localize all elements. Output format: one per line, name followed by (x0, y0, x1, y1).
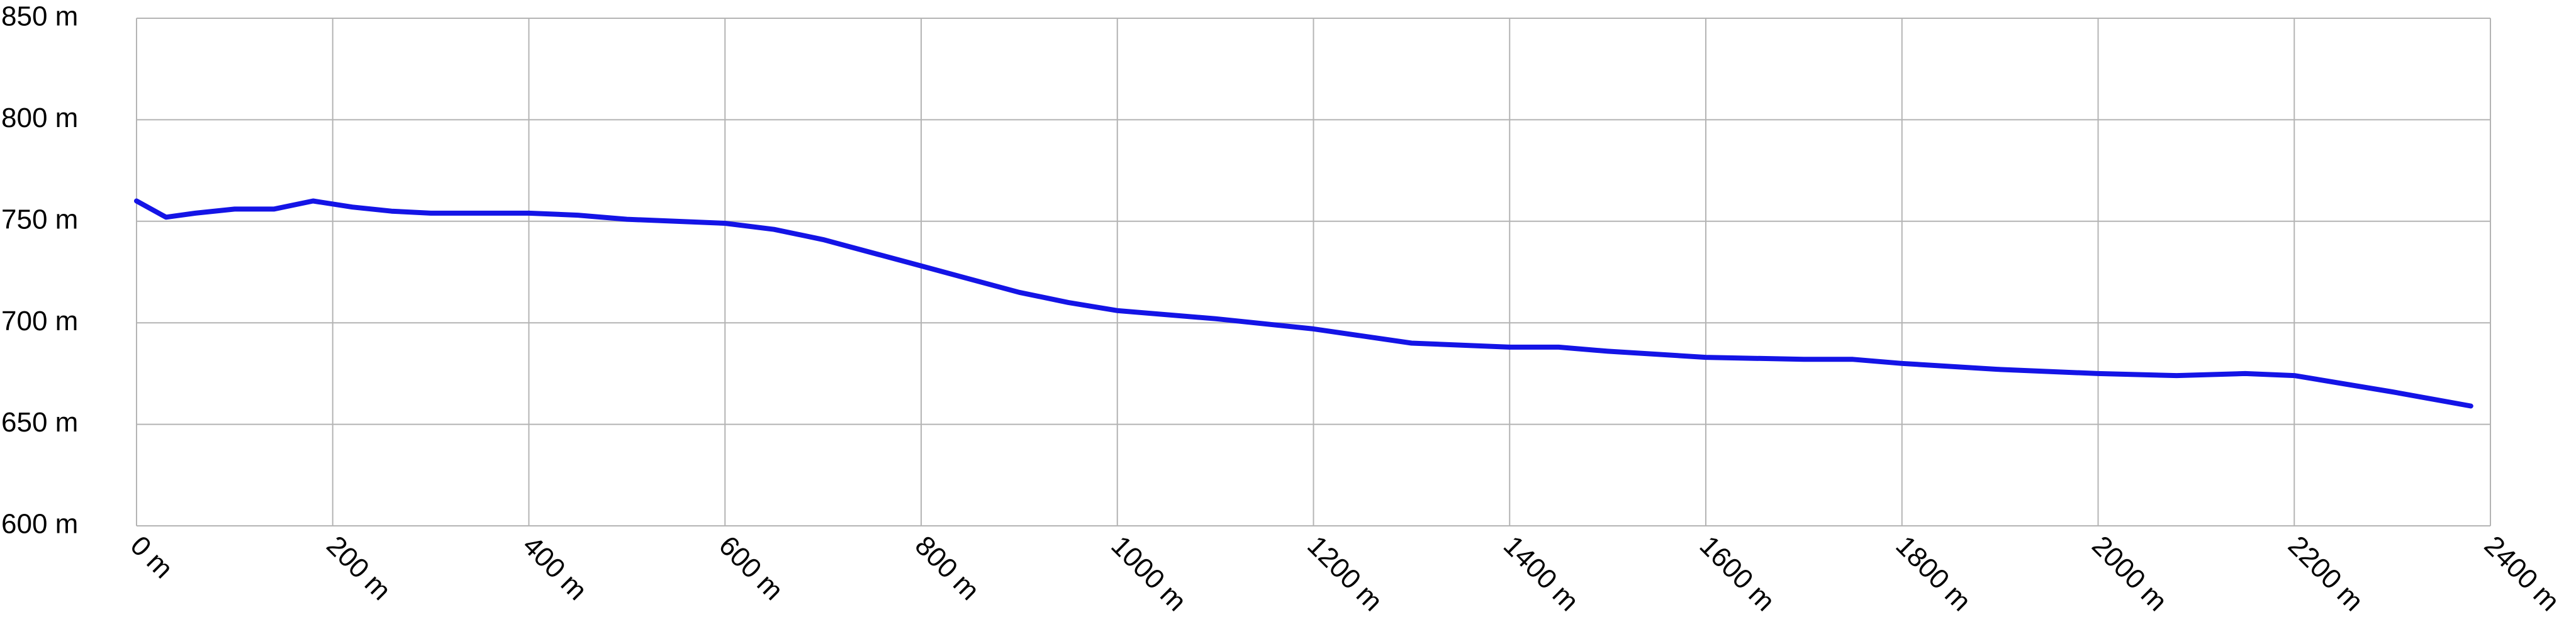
x-tick-label: 1800 m (1890, 530, 1976, 617)
y-tick-label: 700 m (1, 306, 78, 337)
x-tick-label: 800 m (909, 530, 985, 606)
x-tick-label: 400 m (517, 530, 593, 606)
x-tick-label: 2200 m (2282, 530, 2369, 617)
x-tick-label: 1400 m (1498, 530, 1584, 617)
x-tick-label: 200 m (320, 530, 396, 606)
x-tick-label: 1000 m (1105, 530, 1192, 617)
y-tick-label: 850 m (1, 1, 78, 32)
x-tick-label: 1600 m (1694, 530, 1781, 617)
y-tick-label: 600 m (1, 509, 78, 540)
y-tick-label: 750 m (1, 204, 78, 235)
y-tick-label: 800 m (1, 103, 78, 133)
x-tick-label: 600 m (713, 530, 789, 606)
y-tick-label: 650 m (1, 407, 78, 438)
elevation-line (134, 198, 2473, 409)
x-tick-label: 0 m (125, 530, 179, 585)
x-tick-label: 1200 m (1301, 530, 1388, 617)
x-tick-label: 2000 m (2086, 530, 2173, 617)
x-tick-label: 2400 m (2478, 530, 2565, 617)
